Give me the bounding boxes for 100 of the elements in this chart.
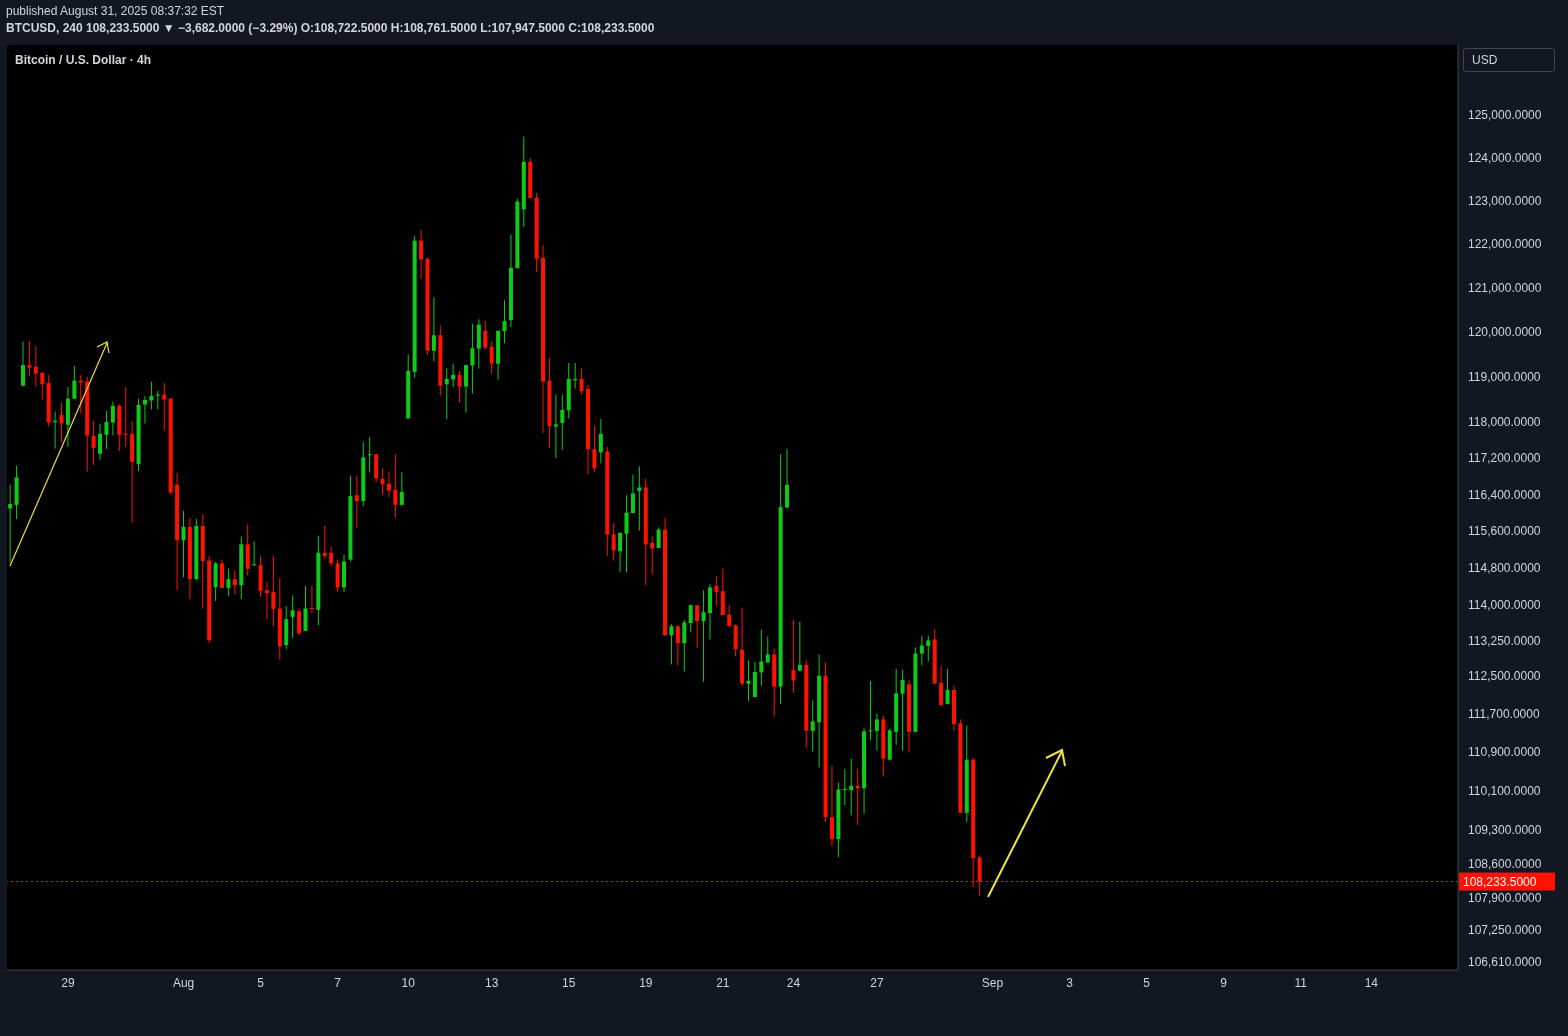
candlestick xyxy=(624,494,629,573)
candlestick xyxy=(322,525,327,559)
y-tick-label: 116,400.0000 xyxy=(1468,487,1541,502)
candlestick xyxy=(457,370,462,404)
candlestick xyxy=(309,585,314,614)
candlestick xyxy=(297,607,302,636)
candlestick xyxy=(393,453,398,519)
y-tick-label: 120,000.0000 xyxy=(1468,325,1542,340)
candlestick xyxy=(386,470,391,498)
candlestick xyxy=(849,758,854,816)
candlestick xyxy=(688,603,693,633)
candlestick xyxy=(483,320,488,350)
y-tick-label: 110,900.0000 xyxy=(1468,745,1541,760)
y-tick-label: 118,000.0000 xyxy=(1468,414,1541,429)
candlestick xyxy=(720,567,725,616)
candlestick xyxy=(682,619,687,672)
candlestick xyxy=(592,425,597,473)
candlestick xyxy=(489,340,494,375)
candlestick xyxy=(919,635,924,666)
candlestick xyxy=(354,475,359,529)
y-tick-label: 115,600.0000 xyxy=(1468,524,1541,539)
candlestick xyxy=(553,394,558,459)
x-tick-label: 13 xyxy=(485,975,499,990)
candlestick xyxy=(868,680,873,741)
candlestick xyxy=(123,386,128,448)
candlestick xyxy=(939,665,944,707)
y-tick-label: 123,000.0000 xyxy=(1468,193,1542,208)
candlestick xyxy=(675,624,680,666)
candlestick xyxy=(226,567,231,597)
candlestick xyxy=(945,668,950,705)
candlestick xyxy=(104,410,109,450)
candlestick xyxy=(72,365,77,400)
candlestick xyxy=(765,636,770,663)
y-tick-label: 114,800.0000 xyxy=(1468,561,1541,576)
x-tick-label: 10 xyxy=(401,975,416,990)
candlestick xyxy=(21,341,25,388)
text: published August 31, 2025 08:37:32 EST xyxy=(6,4,225,18)
candlestick xyxy=(271,554,276,627)
y-tick-label: 108,600.0000 xyxy=(1468,856,1542,871)
candlestick xyxy=(290,594,295,639)
candlestick xyxy=(842,768,847,806)
candlestick xyxy=(669,623,674,665)
y-tick-label: 109,300.0000 xyxy=(1468,822,1542,837)
y-tick-label: 111,700.0000 xyxy=(1468,706,1540,721)
candlestick xyxy=(33,345,38,388)
x-tick-label: 19 xyxy=(639,975,653,990)
x-tick-label: 14 xyxy=(1364,975,1379,990)
candlestick xyxy=(759,629,764,687)
x-tick-label: 5 xyxy=(1143,975,1151,990)
text: Bitcoin / U.S. Dollar · 4h xyxy=(15,53,152,67)
candlestick xyxy=(431,296,436,362)
candlestick xyxy=(926,635,931,663)
candlestick xyxy=(59,402,64,443)
candlestick xyxy=(874,713,879,752)
candlestick xyxy=(502,299,507,344)
candlestick xyxy=(264,581,269,620)
y-tick-label: 125,000.0000 xyxy=(1468,108,1542,123)
y-tick-label: 121,000.0000 xyxy=(1468,281,1542,296)
y-tick-label: 124,000.0000 xyxy=(1468,150,1542,165)
candlestick xyxy=(611,522,616,562)
ref-line-label: 108,233.5000 xyxy=(1463,874,1537,889)
candlestick xyxy=(419,229,424,280)
candlestick xyxy=(733,623,738,657)
y-tick-label: 117,200.0000 xyxy=(1468,451,1541,466)
candlestick xyxy=(637,465,642,532)
candlestick xyxy=(785,448,790,509)
candlestick xyxy=(470,323,475,395)
y-axis-title: USD xyxy=(1463,48,1555,72)
candlestick xyxy=(476,318,481,370)
y-tick-label: 112,500.0000 xyxy=(1468,668,1541,683)
y-tick-label: 122,000.0000 xyxy=(1468,237,1542,252)
x-tick-label: 24 xyxy=(786,975,801,990)
candlestick xyxy=(900,669,905,752)
candlestick xyxy=(714,575,719,606)
x-tick-label: 7 xyxy=(334,975,342,990)
candlestick xyxy=(40,372,45,401)
candlestick xyxy=(464,364,468,414)
candlestick xyxy=(797,621,802,672)
x-tick-label: 3 xyxy=(1066,975,1074,990)
candlestick xyxy=(701,589,706,683)
candlestick xyxy=(444,368,449,420)
candlestick xyxy=(829,764,834,847)
x-tick-label: 29 xyxy=(61,975,75,990)
candlestick xyxy=(399,471,404,507)
candlestick xyxy=(181,510,186,578)
candlestick xyxy=(791,619,796,694)
x-tick-label: Aug xyxy=(172,975,195,990)
y-tick-label: 114,000.0000 xyxy=(1468,598,1541,613)
text: BTCUSD, 240 108,233.5000 ▼ −3,682.0000 (−3.29%) O:108,722.5000 H:108,761.5000 L:107,947.5000 C:108,233.5000 xyxy=(6,21,655,35)
candlestick xyxy=(303,585,308,632)
candlestick xyxy=(367,436,372,473)
candlestick xyxy=(380,467,385,496)
x-tick-label: 5 xyxy=(257,975,265,990)
y-tick-label: 106,610.0000 xyxy=(1468,955,1542,970)
candlestick xyxy=(810,699,815,752)
y-tick-label: 107,250.0000 xyxy=(1468,923,1542,938)
y-tick-label: 107,900.0000 xyxy=(1468,891,1542,906)
candlestick xyxy=(162,382,167,432)
x-tick-label: 9 xyxy=(1220,975,1228,990)
x-tick-label: 15 xyxy=(562,975,576,990)
